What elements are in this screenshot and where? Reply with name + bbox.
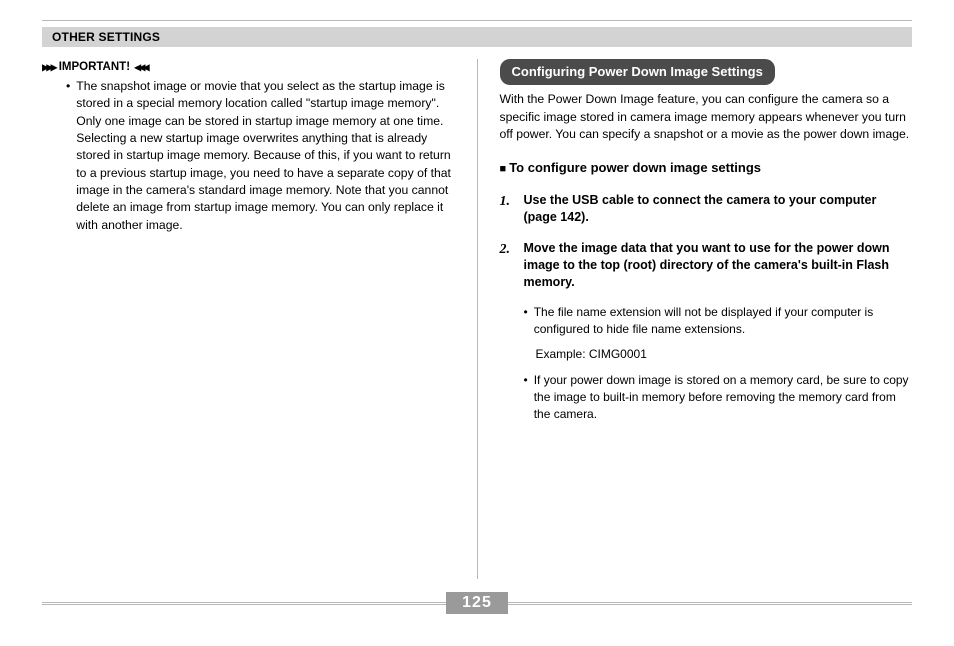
important-label: IMPORTANT!: [59, 59, 130, 75]
step-text: Use the USB cable to connect the camera …: [524, 192, 913, 226]
step-number: 1.: [500, 192, 518, 226]
footer-rule-left: [42, 602, 446, 605]
note-bullet: • If your power down image is stored on …: [524, 372, 913, 423]
page-container: OTHER SETTINGS IMPORTANT! • The snapshot…: [42, 20, 912, 626]
section-header: OTHER SETTINGS: [42, 27, 912, 47]
step-text: Move the image data that you want to use…: [524, 240, 913, 291]
section-pill: Configuring Power Down Image Settings: [500, 59, 775, 85]
chevron-left-icon: [134, 59, 147, 76]
page-footer: 125: [42, 592, 912, 614]
note-text: The file name extension will not be disp…: [534, 304, 912, 338]
example-line: Example: CIMG0001: [524, 346, 913, 363]
step-2-notes: • The file name extension will not be di…: [500, 304, 913, 422]
subheading-text: To configure power down image settings: [509, 160, 761, 175]
note-bullet: • The file name extension will not be di…: [524, 304, 913, 338]
intro-paragraph: With the Power Down Image feature, you c…: [500, 91, 913, 143]
content-columns: IMPORTANT! • The snapshot image or movie…: [42, 59, 912, 579]
bullet-dot-icon: •: [524, 372, 528, 423]
step-2: 2. Move the image data that you want to …: [500, 240, 913, 291]
left-column: IMPORTANT! • The snapshot image or movie…: [42, 59, 477, 579]
step-1: 1. Use the USB cable to connect the came…: [500, 192, 913, 226]
important-text: The snapshot image or movie that you sel…: [76, 78, 454, 234]
important-callout: IMPORTANT!: [42, 59, 455, 76]
note-text: If your power down image is stored on a …: [534, 372, 912, 423]
section-header-text: OTHER SETTINGS: [52, 30, 160, 44]
right-column: Configuring Power Down Image Settings Wi…: [478, 59, 913, 579]
bullet-dot-icon: •: [524, 304, 528, 338]
footer-rule-right: [508, 602, 912, 605]
chevron-right-icon: [42, 59, 55, 76]
important-bullet: • The snapshot image or movie that you s…: [42, 78, 455, 234]
pill-text: Configuring Power Down Image Settings: [512, 64, 763, 79]
page-number: 125: [446, 592, 508, 614]
subheading: To configure power down image settings: [500, 159, 913, 178]
step-number: 2.: [500, 240, 518, 291]
bullet-dot-icon: •: [66, 78, 70, 234]
